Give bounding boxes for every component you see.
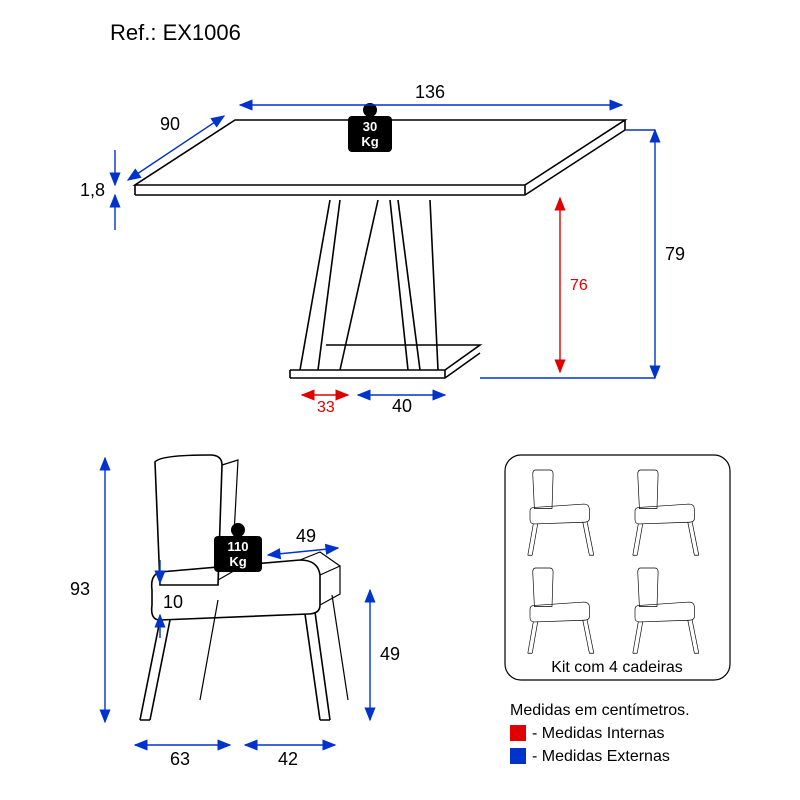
svg-text:30: 30: [363, 119, 377, 134]
legend: Medidas em centímetros. - Medidas Intern…: [510, 702, 690, 765]
legend-external: - Medidas Externas: [532, 748, 670, 765]
dim-chair-depth: 63: [170, 749, 190, 769]
svg-text:110: 110: [228, 539, 249, 554]
chair-weight-tag: 110 Kg: [214, 523, 262, 572]
dim-chair-back-height: 93: [70, 579, 90, 599]
kit-label: Kit com 4 cadeiras: [551, 659, 683, 676]
dim-table-height: 79: [665, 244, 685, 264]
dim-base-inner: 33: [317, 399, 335, 416]
dim-seat-thickness: 10: [163, 592, 183, 612]
svg-text:Kg: Kg: [361, 134, 378, 149]
dim-seat-height: 49: [380, 644, 400, 664]
dim-seat-depth: 49: [296, 526, 316, 546]
legend-external-swatch: [510, 748, 526, 764]
svg-text:Kg: Kg: [229, 554, 246, 569]
dim-table-depth: 90: [160, 114, 180, 134]
table-weight-tag: 30 Kg: [348, 103, 392, 152]
table-diagram: 30 Kg 90 136 1,8 76 79 33 40: [80, 82, 685, 416]
chair-diagram: 110 Kg 93 10 49 49 63 42: [70, 455, 400, 769]
dim-table-thickness: 1,8: [80, 180, 105, 200]
reference-label: Ref.: EX1006: [110, 20, 241, 45]
dim-seat-width: 42: [278, 749, 298, 769]
dim-table-width: 136: [415, 82, 445, 102]
legend-internal-swatch: [510, 725, 526, 741]
legend-internal: - Medidas Internas: [532, 725, 665, 742]
dim-base-outer: 40: [392, 396, 412, 416]
dim-table-under-height: 76: [570, 277, 588, 294]
legend-title: Medidas em centímetros.: [510, 702, 690, 719]
kit-box: Kit com 4 cadeiras: [505, 455, 730, 680]
